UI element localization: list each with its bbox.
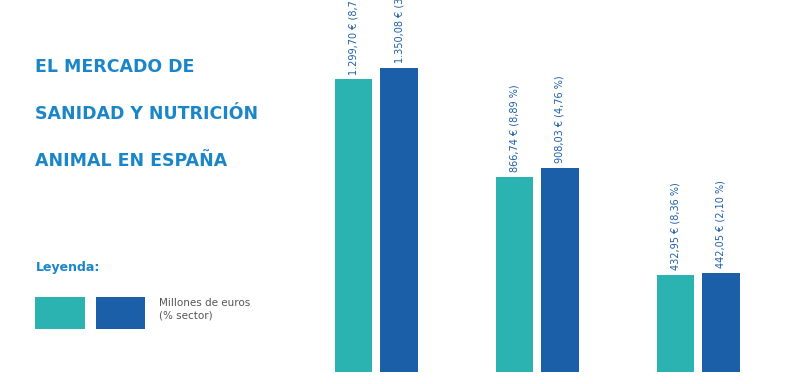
Text: 866,74 € (8,89 %): 866,74 € (8,89 %) xyxy=(510,85,519,172)
Text: SANIDAD Y NUTRICIÓN: SANIDAD Y NUTRICIÓN xyxy=(35,105,258,123)
Bar xyxy=(657,275,694,372)
Text: ANIMAL EN ESPAÑA: ANIMAL EN ESPAÑA xyxy=(35,152,228,170)
Text: 442,05 € (2,10 %): 442,05 € (2,10 %) xyxy=(716,180,726,268)
Text: Leyenda:: Leyenda: xyxy=(35,261,100,273)
Text: 2015: 2015 xyxy=(45,308,75,318)
Text: Millones de euros
(% sector): Millones de euros (% sector) xyxy=(159,298,250,320)
Bar xyxy=(702,273,740,372)
Text: 908,03 € (4,76 %): 908,03 € (4,76 %) xyxy=(555,76,565,163)
Text: 1.299,70 € (8,71 %): 1.299,70 € (8,71 %) xyxy=(349,0,358,75)
Bar xyxy=(542,168,578,372)
Text: 432,95 € (8,36 %): 432,95 € (8,36 %) xyxy=(670,182,680,270)
Text: EL MERCADO DE: EL MERCADO DE xyxy=(35,58,195,76)
FancyBboxPatch shape xyxy=(35,297,85,329)
FancyBboxPatch shape xyxy=(96,297,146,329)
Bar xyxy=(496,177,533,372)
Bar xyxy=(380,68,418,372)
Text: 1.350,08 € (3,88 %): 1.350,08 € (3,88 %) xyxy=(394,0,404,63)
Text: 2016: 2016 xyxy=(105,308,136,318)
Bar xyxy=(334,79,372,372)
